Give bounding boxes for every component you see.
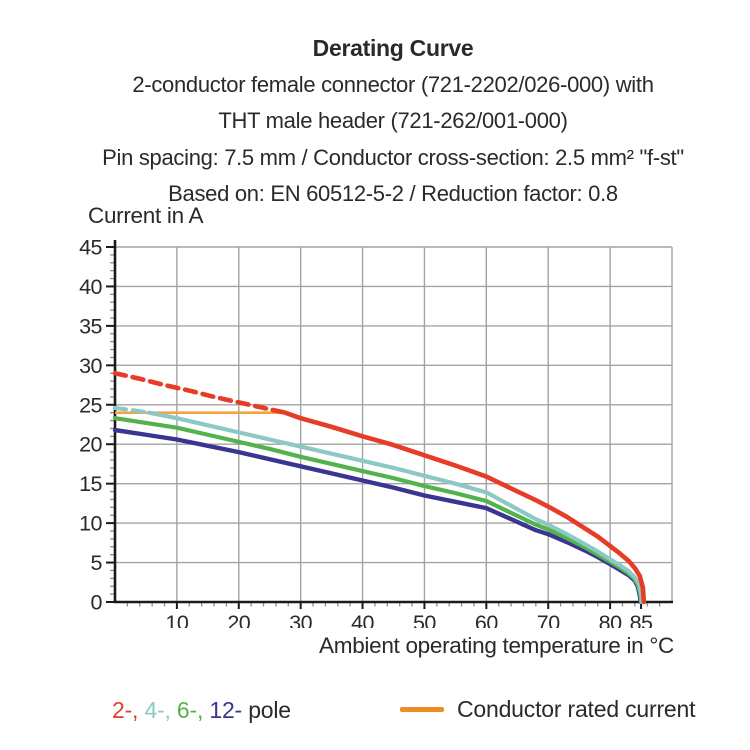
chart-area: 0 5 10 15 20 25 30 35 40 45 10 20 30 40 50 60 70 80 85 <box>70 238 690 628</box>
x-tick-label: 10 <box>165 611 188 628</box>
x-tick-label: 70 <box>537 611 560 628</box>
series-curve-dashed-2-pole <box>112 370 288 415</box>
rated-current-label: Conductor rated current <box>457 695 696 722</box>
y-tick-label: 30 <box>79 354 102 378</box>
rated-current-swatch <box>400 706 444 712</box>
x-tick-label: 85 <box>630 611 653 628</box>
legend-pole-item: 12- <box>209 697 243 723</box>
x-tick-label: 60 <box>475 611 498 628</box>
y-tick-label: 20 <box>79 433 102 457</box>
x-tick-label: 20 <box>227 611 250 628</box>
chart-title: Derating Curve <box>312 35 474 61</box>
y-axis-title: Current in A <box>88 203 204 228</box>
series-curve-6-pole <box>112 416 644 605</box>
subtitle-line-4: Based on: EN 60512-5-2 / Reduction facto… <box>168 181 618 206</box>
subtitle-line-1: 2-conductor female connector (721-2202/0… <box>132 71 654 97</box>
y-tick-label: 10 <box>79 512 102 536</box>
chart-header: Derating Curve 2-conductor female connec… <box>63 30 723 213</box>
legend-pole-item: 4-, <box>144 697 171 723</box>
subtitle-line-3: Pin spacing: 7.5 mm / Conductor cross-se… <box>102 144 684 170</box>
y-tick-label: 5 <box>91 551 103 575</box>
x-tick-label: 80 <box>599 611 622 628</box>
legend-rated: Conductor rated current <box>400 694 696 724</box>
y-tick-label: 0 <box>91 591 103 615</box>
legend-pole-item-list: 2-, 4-, 6-, 12- <box>112 697 248 723</box>
legend-poles: 2-, 4-, 6-, 12- pole <box>112 697 291 724</box>
x-tick-label: 50 <box>413 611 436 628</box>
y-tick-label: 25 <box>79 393 102 417</box>
y-tick-label: 35 <box>79 314 102 338</box>
series-curve-4-pole <box>146 410 644 605</box>
legend-pole-suffix: pole <box>248 697 291 723</box>
legend-pole-item: 2-, <box>112 697 139 723</box>
series-curve-2-pole <box>282 410 647 605</box>
legend-pole-item: 6-, <box>176 697 204 723</box>
x-tick-label: 40 <box>351 611 374 628</box>
subtitle-line-2: THT male header (721-262/001-000) <box>218 108 568 133</box>
x-tick-label: 30 <box>289 611 312 628</box>
chart-canvas: 0 5 10 15 20 25 30 35 40 45 10 20 30 40 50 60 70 80 85 <box>79 238 673 628</box>
series-curve-dashed-4-pole <box>112 405 152 415</box>
y-tick-label: 45 <box>79 238 102 260</box>
y-tick-label: 15 <box>79 472 102 496</box>
x-axis-title: Ambient operating temperature in °C <box>319 633 674 658</box>
y-tick-label: 40 <box>79 275 102 299</box>
